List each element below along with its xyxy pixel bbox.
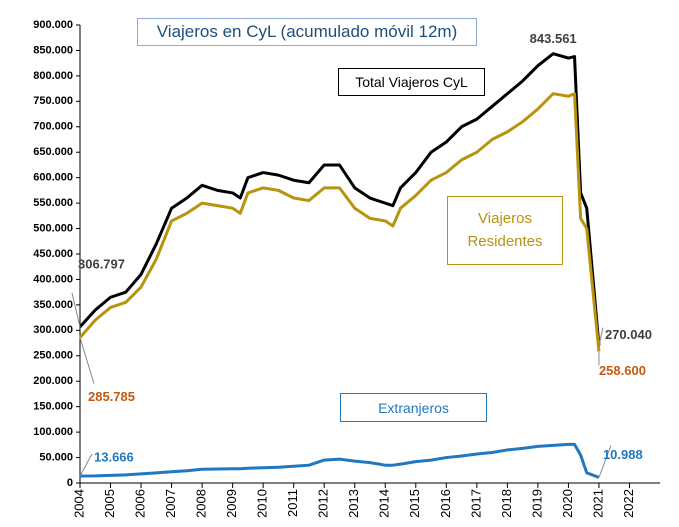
x-tick-label: 2020 (560, 489, 575, 518)
x-tick-label: 2007 (163, 489, 178, 518)
legend-entry: Total Viajeros CyL (338, 68, 485, 96)
x-tick-label: 2014 (377, 489, 392, 518)
y-tick-label: 750.000 (33, 95, 73, 107)
data-label: 285.785 (88, 389, 135, 404)
x-tick-label: 2013 (346, 489, 361, 518)
data-label: 270.040 (605, 327, 652, 342)
data-label: 258.600 (599, 363, 646, 378)
x-tick-label: 2008 (194, 489, 209, 518)
x-tick-label: 2016 (438, 489, 453, 518)
data-label: 843.561 (530, 31, 577, 46)
x-tick-label: 2019 (529, 489, 544, 518)
x-tick-label: 2022 (621, 489, 636, 518)
y-tick-label: 250.000 (33, 350, 73, 362)
leader-line (598, 327, 604, 346)
y-tick-label: 800.000 (33, 70, 73, 82)
x-tick-label: 2018 (499, 489, 514, 518)
y-tick-label: 50.000 (39, 451, 73, 463)
leader-line (71, 292, 81, 327)
y-tick-label: 0 (67, 477, 73, 489)
x-tick-label: 2012 (316, 489, 331, 518)
y-tick-label: 500.000 (33, 222, 73, 234)
legend-entry: Viajeros Residentes (447, 196, 563, 265)
y-tick-label: 850.000 (33, 44, 73, 56)
x-tick-label: 2005 (102, 489, 117, 518)
line-series (79, 442, 600, 479)
leader-line (79, 337, 95, 384)
data-label: 13.666 (94, 449, 134, 464)
leader-line (79, 453, 93, 477)
y-tick-label: 300.000 (33, 324, 73, 336)
x-tick-label: 2006 (132, 489, 147, 518)
y-tick-label: 650.000 (33, 146, 73, 158)
data-label: 306.797 (78, 256, 125, 271)
y-tick-label: 550.000 (33, 197, 73, 209)
x-tick-label: 2010 (255, 489, 270, 518)
x-tick-label: 2021 (590, 489, 605, 518)
y-tick-label: 150.000 (33, 401, 73, 413)
y-tick-label: 100.000 (33, 426, 73, 438)
y-tick-label: 200.000 (33, 375, 73, 387)
x-tick-label: 2011 (285, 489, 300, 517)
x-tick-label: 2017 (468, 489, 483, 518)
chart-title: Viajeros en CyL (acumulado móvil 12m) (137, 18, 477, 46)
line-series (78, 92, 601, 352)
y-tick-label: 350.000 (33, 299, 73, 311)
y-tick-label: 400.000 (33, 273, 73, 285)
y-tick-label: 700.000 (33, 121, 73, 133)
leader-line (598, 445, 612, 478)
x-tick-label: 2009 (224, 489, 239, 518)
data-label: 10.988 (603, 447, 643, 462)
x-tick-label: 2004 (71, 489, 86, 518)
y-tick-label: 900.000 (33, 19, 73, 31)
x-tick-label: 2015 (407, 489, 422, 518)
y-tick-label: 600.000 (33, 172, 73, 184)
line-series (78, 52, 601, 346)
legend-entry: Extranjeros (340, 393, 487, 422)
y-tick-label: 450.000 (33, 248, 73, 260)
